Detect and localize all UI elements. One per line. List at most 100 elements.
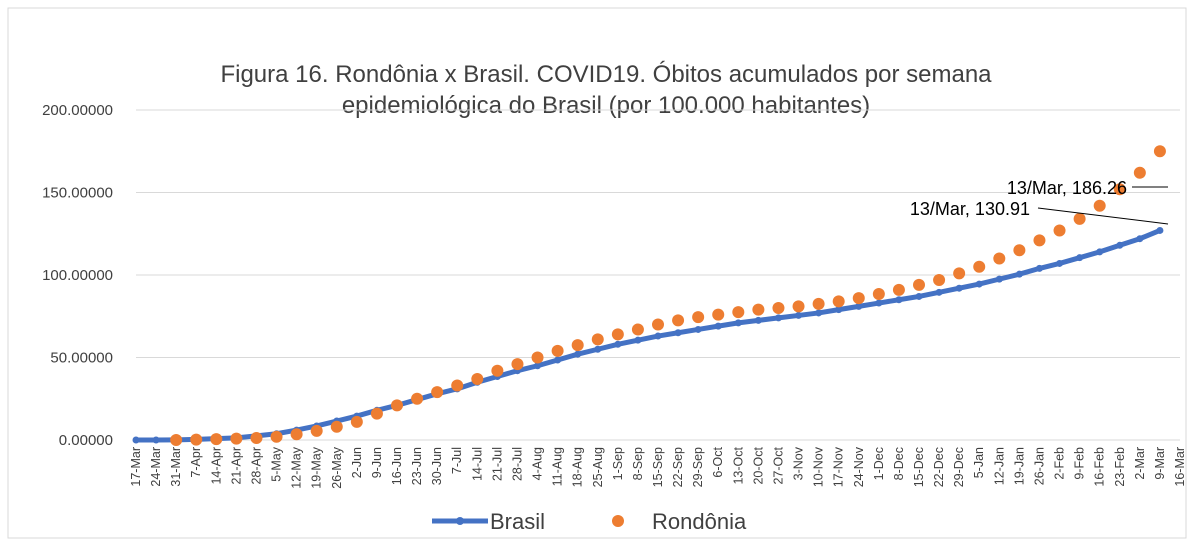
point [935, 288, 943, 296]
point [1116, 241, 1124, 249]
x-tick-label: 9-Jun [370, 447, 384, 478]
point [752, 303, 765, 316]
x-tick-label: 12-May [290, 446, 304, 488]
point [571, 339, 584, 352]
x-tick-label: 22-Sep [671, 447, 685, 487]
x-tick-label: 16-Jun [390, 447, 404, 485]
point [815, 309, 823, 317]
point [875, 299, 883, 307]
point [993, 252, 1006, 265]
point [551, 344, 564, 357]
x-tick-label: 17-Nov [832, 446, 846, 487]
point [1136, 235, 1144, 243]
point [330, 420, 343, 433]
point [491, 364, 504, 377]
point [634, 336, 642, 344]
point [230, 432, 243, 445]
x-tick-label: 26-May [330, 446, 344, 488]
point [631, 323, 644, 336]
x-tick-label: 15-Sep [651, 447, 665, 487]
point [591, 333, 604, 346]
point [391, 399, 403, 412]
point [953, 267, 966, 280]
y-tick-label: 50.00000 [50, 350, 113, 367]
point [511, 358, 524, 371]
point [895, 296, 903, 304]
annotation: 13/Mar, 186.26 [1007, 178, 1127, 198]
x-tick-label: 29-Sep [691, 447, 705, 487]
point [712, 308, 725, 321]
x-tick-label: 1-Dec [872, 447, 886, 480]
x-tick-label: 22-Dec [932, 447, 946, 487]
point [290, 428, 303, 441]
x-tick-label: 21-Jul [490, 447, 504, 481]
point [973, 260, 986, 273]
y-tick-label: 100.00000 [42, 267, 113, 284]
x-tick-label: 19-May [310, 446, 324, 488]
x-tick-label: 28-Apr [249, 447, 263, 485]
x-tick-label: 24-Nov [852, 446, 866, 487]
point [132, 436, 140, 444]
x-tick-label: 23-Jun [410, 447, 424, 485]
x-tick-label: 31-Mar [169, 447, 183, 487]
point [1015, 270, 1023, 278]
x-tick-label: 17-Mar [129, 447, 143, 487]
point [310, 424, 323, 437]
x-tick-label: 20-Oct [751, 446, 765, 484]
point [933, 273, 946, 286]
point [152, 436, 160, 444]
x-tick-label: 9-Mar [1153, 447, 1167, 480]
point [170, 434, 183, 446]
x-tick-label: 10-Nov [812, 446, 826, 487]
x-tick-label: 16-Mar [1173, 447, 1187, 487]
point [611, 328, 624, 341]
point [1035, 264, 1043, 272]
x-tick-label: 9-Feb [1073, 447, 1087, 480]
point [754, 316, 762, 324]
point [1133, 166, 1146, 179]
annotation: 13/Mar, 130.91 [910, 199, 1030, 219]
x-tick-label: 13-Oct [731, 446, 745, 484]
point [652, 318, 664, 331]
point [732, 306, 745, 319]
point [654, 332, 662, 340]
point [451, 379, 464, 392]
point [714, 322, 722, 330]
point [995, 275, 1003, 283]
x-tick-label: 30-Jun [430, 447, 444, 485]
point [812, 297, 825, 310]
point [795, 311, 803, 319]
y-tick-label: 0.00000 [59, 432, 113, 449]
y-tick-label: 150.00000 [42, 185, 113, 202]
x-tick-label: 15-Dec [912, 447, 926, 487]
x-tick-label: 7-Apr [189, 447, 203, 478]
legend-marker [612, 515, 624, 527]
series-line [136, 228, 1161, 443]
x-tick-label: 2-Mar [1133, 447, 1147, 480]
x-tick-label: 1-Sep [611, 447, 625, 480]
x-tick-label: 4-Aug [531, 447, 545, 480]
x-tick-label: 5-May [270, 446, 284, 481]
point [554, 356, 562, 364]
point [1113, 183, 1126, 196]
leader-line [1037, 207, 1169, 225]
x-tick-label: 8-Sep [631, 447, 645, 480]
x-tick-label: 23-Feb [1113, 447, 1127, 487]
point [1093, 199, 1106, 212]
point [913, 278, 925, 291]
point [1053, 224, 1066, 237]
point [1033, 234, 1046, 247]
point [210, 433, 223, 446]
point [574, 350, 582, 358]
legend-label: Rondônia [652, 509, 747, 534]
point [792, 300, 805, 313]
point [431, 386, 444, 399]
point [734, 319, 742, 327]
point [350, 415, 363, 428]
x-tick-label: 16-Feb [1093, 447, 1107, 487]
point [471, 372, 484, 385]
y-tick-label: 200.00000 [42, 102, 113, 119]
point [975, 280, 983, 288]
